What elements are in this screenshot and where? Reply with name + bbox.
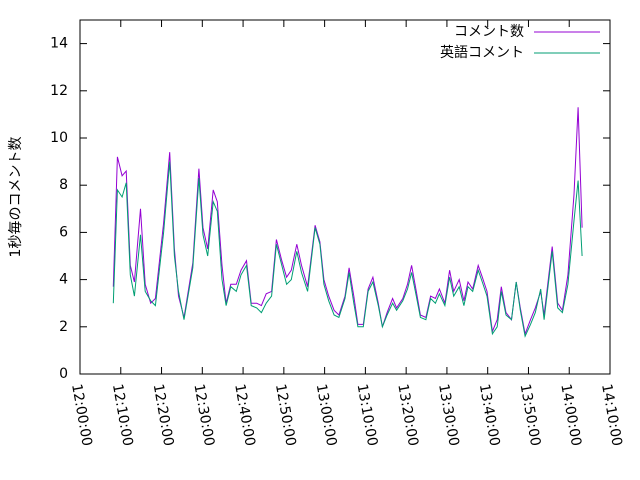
x-tick-label: 12:20:00 bbox=[150, 383, 177, 448]
y-tick-label: 6 bbox=[59, 224, 68, 240]
x-tick-label: 12:50:00 bbox=[272, 383, 299, 448]
y-tick-label: 12 bbox=[50, 83, 68, 99]
y-tick-label: 2 bbox=[59, 319, 68, 335]
series-line bbox=[112, 161, 583, 338]
y-tick-label: 8 bbox=[59, 177, 68, 193]
y-tick-label: 0 bbox=[59, 366, 68, 382]
x-tick-label: 12:10:00 bbox=[109, 383, 136, 448]
y-tick-label: 10 bbox=[50, 130, 68, 146]
x-tick-label: 13:10:00 bbox=[354, 383, 381, 448]
x-tick-label: 12:30:00 bbox=[190, 383, 217, 448]
y-axis-label: 1秒毎のコメント数 bbox=[8, 137, 24, 258]
x-tick-label: 14:10:00 bbox=[598, 383, 625, 448]
x-tick-label: 12:40:00 bbox=[231, 383, 258, 448]
plot-frame bbox=[79, 19, 611, 375]
x-tick-label: 13:30:00 bbox=[435, 383, 462, 448]
x-tick-label: 13:20:00 bbox=[394, 383, 421, 448]
series-line bbox=[112, 107, 583, 336]
x-tick-label: 13:00:00 bbox=[313, 383, 340, 448]
y-tick-label: 4 bbox=[59, 272, 68, 288]
x-tick-label: 13:40:00 bbox=[476, 383, 503, 448]
legend-label: 英語コメント bbox=[440, 44, 524, 61]
x-tick-label: 14:00:00 bbox=[557, 383, 584, 448]
x-tick-label: 13:50:00 bbox=[517, 383, 544, 448]
y-tick-label: 14 bbox=[50, 36, 68, 52]
x-tick-label: 12:00:00 bbox=[68, 383, 95, 448]
legend-label: コメント数 bbox=[454, 24, 524, 40]
